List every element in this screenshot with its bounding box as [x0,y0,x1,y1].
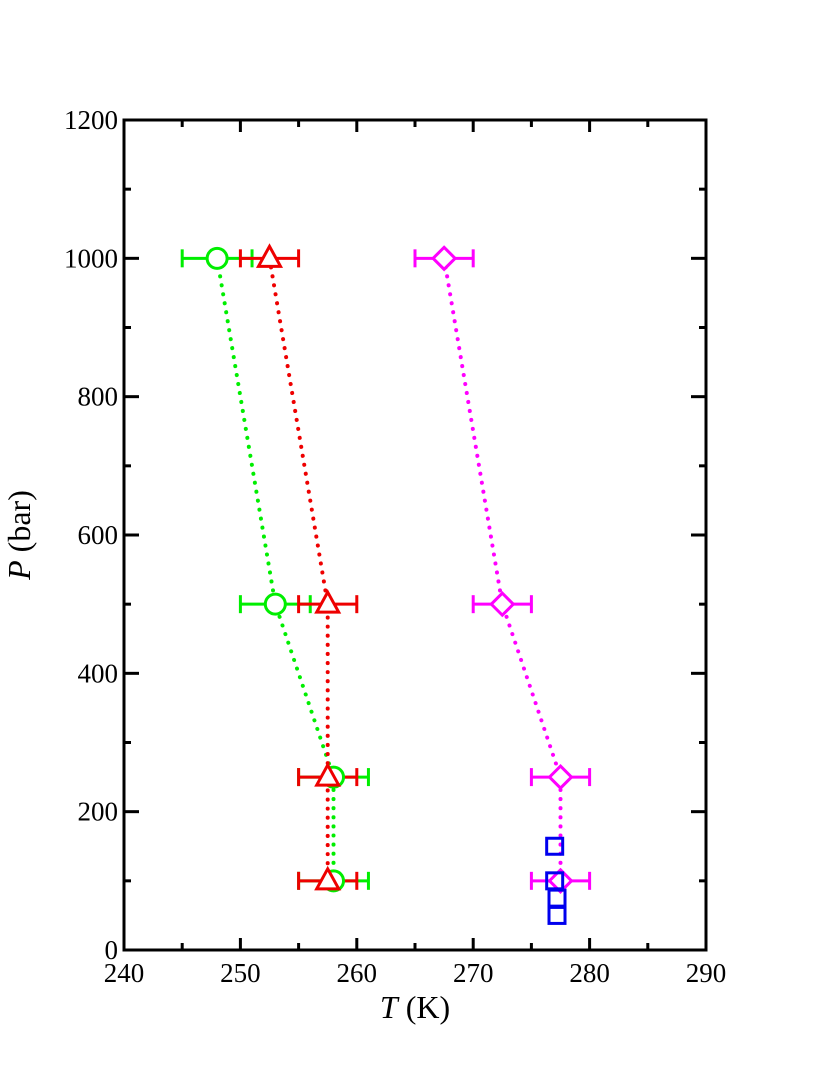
y-tick-label: 1000 [64,243,118,273]
series-0-line [215,256,336,883]
x-tick-label: 290 [686,958,727,988]
x-axis-unit: (K) [406,989,450,1025]
x-axis-symbol: T [380,989,400,1025]
series-1-line [267,256,330,883]
data-point-diamond [430,245,458,272]
data-point-square [547,905,567,925]
data-point-triangle [314,761,342,787]
data-point-square [547,888,567,908]
x-axis-title: T (K) [380,989,450,1025]
y-tick-label: 400 [78,658,119,688]
data-point-circle [205,246,229,270]
x-tick-label: 280 [569,958,610,988]
y-axis-symbol: P [1,560,37,581]
series-lines [215,256,563,883]
data-markers [205,243,574,925]
y-tick-label: 800 [78,382,119,412]
data-point-triangle [314,865,342,891]
y-tick-labels: 0 200 400 600 800 1000 1200 [64,105,118,965]
y-tick-label: 200 [78,797,119,827]
series-2-line [442,256,563,883]
y-tick-label: 1200 [64,105,118,135]
data-point-circle [263,592,287,616]
x-tick-labels: 240 250 260 270 280 290 [104,958,727,988]
axis-ticks [122,118,708,952]
plot-frame [122,118,708,952]
data-point-diamond [547,867,574,894]
data-point-triangle [255,243,284,268]
y-tick-label: 600 [78,520,119,550]
data-point-diamond [547,763,574,791]
x-tick-label: 270 [453,958,494,988]
x-tick-label: 250 [220,958,261,988]
y-axis-unit: (bar) [1,490,37,552]
y-axis-title: P (bar) [1,490,37,581]
x-tick-label: 260 [337,958,378,988]
data-point-diamond [489,591,516,618]
error-bars [180,249,592,890]
data-point-square [545,836,565,856]
data-point-triangle [314,589,342,614]
y-tick-label: 0 [105,935,119,965]
x-tick-label: 240 [104,958,145,988]
